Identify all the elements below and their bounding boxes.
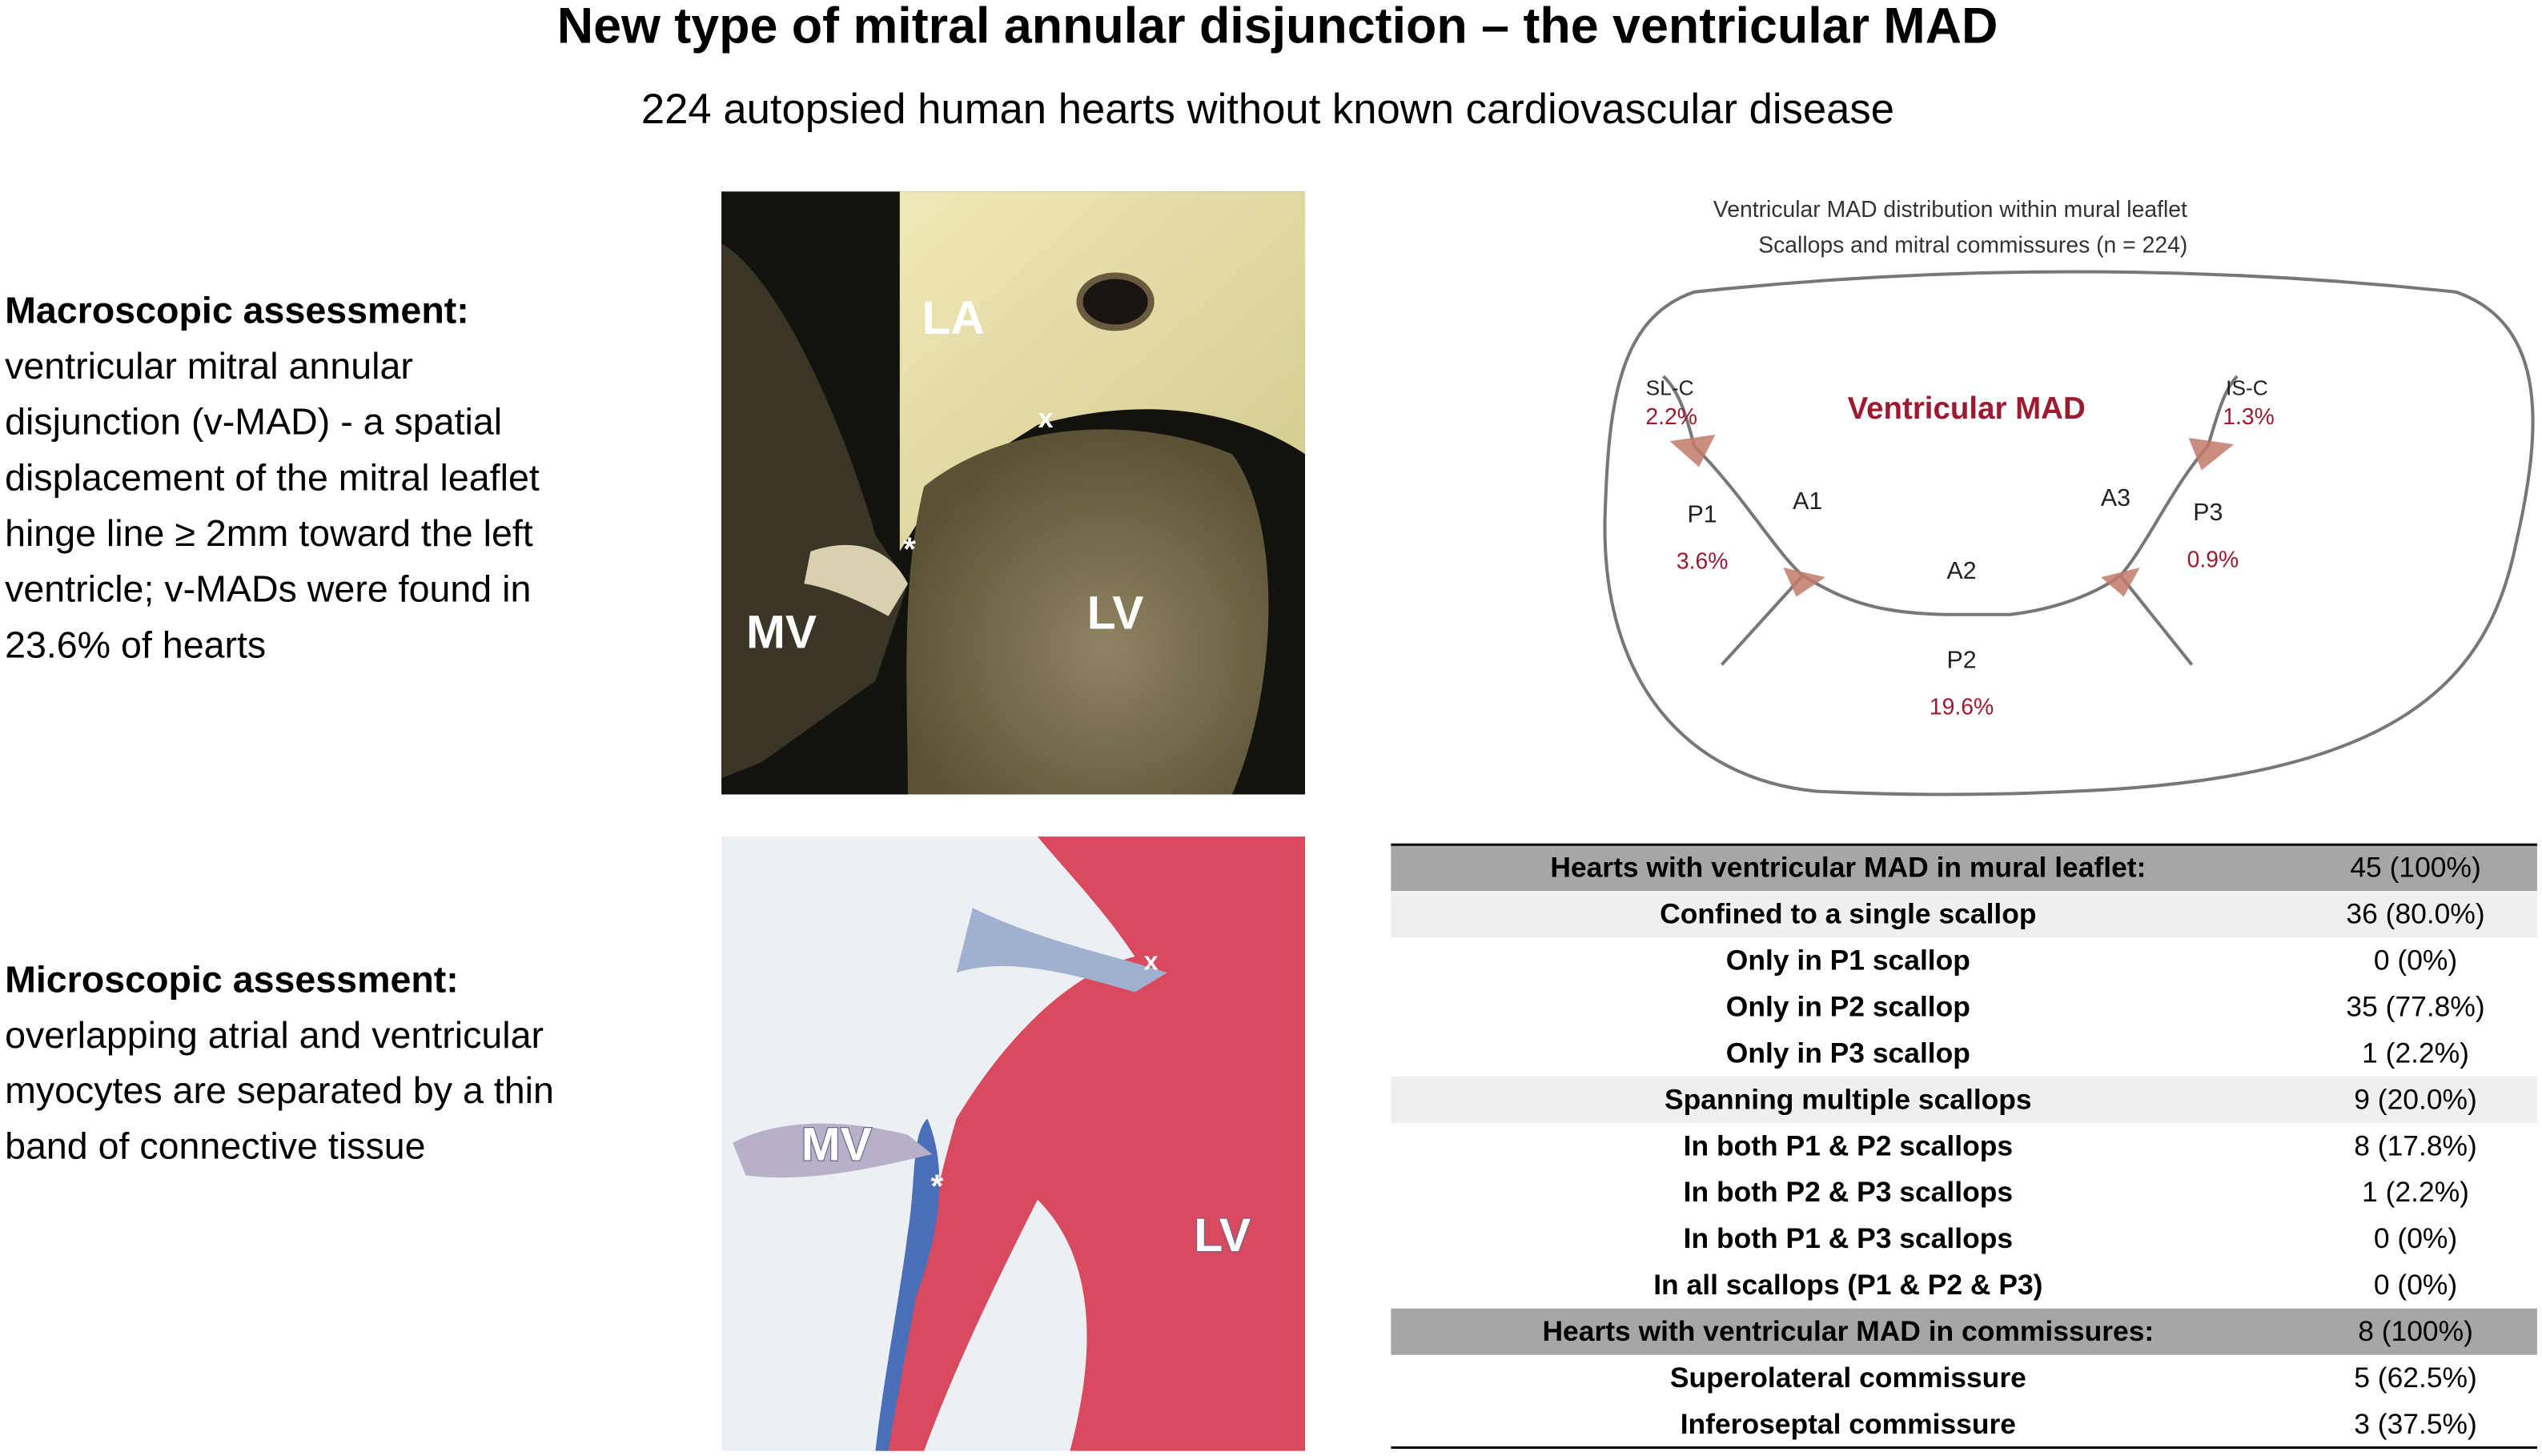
section-text: hinge line ≥ 2mm toward the left [5,512,533,554]
region-name: P1 [1688,501,1717,527]
photo-label: x [1038,403,1053,434]
section-text: band of connective tissue [5,1125,425,1166]
myocardium [883,836,1306,1451]
region-pct: 2.2% [1645,404,1697,430]
section-text: myocytes are separated by a thin [5,1069,554,1111]
diagram-title: Ventricular MAD distribution within mura… [1713,197,2187,223]
valve-outline [1603,270,2535,796]
region-pct: 19.6% [1930,695,1994,720]
anterior-label: A2 [1947,558,1977,584]
table-cell: Hearts with ventricular MAD in mural lea… [1550,852,2146,884]
table-cell: 3 (37.5%) [2354,1408,2477,1440]
connective-band [875,1118,940,1451]
vessel [1076,272,1155,331]
micro-photo [721,836,1306,1451]
connective-tissue [956,908,1167,993]
atrium-tissue [899,191,1306,552]
table-cell: In both P1 & P2 scallops [1684,1129,2013,1161]
table-cell: 0 (0%) [2374,1269,2457,1301]
annulus [1603,270,2535,796]
table-cell: 35 (77.8%) [2346,990,2484,1022]
table-cell: Spanning multiple scallops [1665,1083,2032,1115]
cleft-line [1720,574,1805,666]
section-heading: Microscopic assessment: [5,959,459,1001]
section-text: 23.6% of hearts [5,624,266,665]
section-text: ventricular mitral annular [5,345,413,387]
table-cell: Confined to a single scallop [1660,898,2036,930]
mad-region [2188,438,2235,471]
diagram-title: Scallops and mitral commissures (n = 224… [1758,233,2187,259]
table-cell: Inferoseptal commissure [1681,1408,2016,1440]
macro-photo [721,191,1306,795]
table-cell: 9 (20.0%) [2354,1083,2477,1115]
table-cell: Only in P1 scallop [1726,945,1970,977]
table-row-bg [1391,1077,2537,1123]
coaptation-line [1693,444,2210,616]
region-name: P2 [1947,647,1977,673]
region-name: P3 [2193,499,2223,526]
table-row-bg [1391,891,2537,938]
subtitle: 224 autopsied human hearts without known… [641,86,1894,133]
ventricle-tissue [906,429,1269,795]
table-cell: 1 (2.2%) [2362,1037,2469,1069]
table-cell: 5 (62.5%) [2354,1362,2477,1394]
table-cell: Superolateral commissure [1670,1362,2026,1394]
section-text: disjunction (v-MAD) - a spatial [5,401,502,443]
region-pct: 0.9% [2187,547,2239,572]
table-cell: 8 (17.8%) [2354,1129,2477,1161]
photo-label: * [930,1167,943,1204]
section-text: ventricle; v-MADs were found in [5,568,531,610]
anterior-label: A1 [1793,488,1822,515]
table-cell: 0 (0%) [2374,1222,2457,1254]
table-cell: In both P1 & P3 scallops [1684,1222,2013,1254]
section-text: displacement of the mitral leaflet [5,456,540,498]
results-table: Hearts with ventricular MAD in mural lea… [1391,843,2537,1450]
title: New type of mitral annular disjunction –… [557,0,1998,54]
table-cell: Hearts with ventricular MAD in commissur… [1542,1315,2154,1347]
table-cell: 0 (0%) [2374,945,2457,977]
diagram-center-label: Ventricular MAD [1848,391,2086,426]
leaflet [804,544,908,616]
table-cell: Only in P3 scallop [1726,1037,1970,1069]
photo-label: LA [922,292,984,344]
region-name: IS-C [2226,375,2268,399]
region-pct: 1.3% [2223,404,2275,430]
photo-label: MV [746,607,817,659]
table-header-row [1391,1308,2537,1355]
region-name: SL-C [1646,375,1694,399]
photo-label: LV [1194,1209,1251,1261]
table-cell: In all scallops (P1 & P2 & P3) [1653,1269,2042,1301]
leaflet [733,1123,933,1178]
commissure-line [1662,375,1696,447]
table-cell: Only in P2 scallop [1726,990,1970,1022]
table-cell: 45 (100%) [2350,852,2480,884]
tissue [721,243,908,779]
mad-region [1783,568,1826,597]
photo-label: * [903,530,916,567]
cleft-line [2118,574,2194,666]
table-cell: In both P2 & P3 scallops [1684,1176,2013,1208]
table-cell: 36 (80.0%) [2346,898,2484,930]
photo-label: MV [801,1118,872,1170]
section-text: overlapping atrial and ventricular [5,1014,544,1056]
table-cell: 1 (2.2%) [2362,1176,2469,1208]
table-cell: 8 (100%) [2358,1315,2473,1347]
region-pct: 3.6% [1677,548,1729,574]
section-heading: Macroscopic assessment: [5,289,469,331]
left-text: Macroscopic assessment: ventricular mitra… [5,289,554,1166]
anterior-label: A3 [2101,485,2130,511]
photo-label: x [1144,947,1159,976]
photo-label: LV [1087,587,1144,639]
table-header-row [1391,844,2537,892]
commissure-line [2206,375,2239,447]
mad-region [1669,434,1716,467]
